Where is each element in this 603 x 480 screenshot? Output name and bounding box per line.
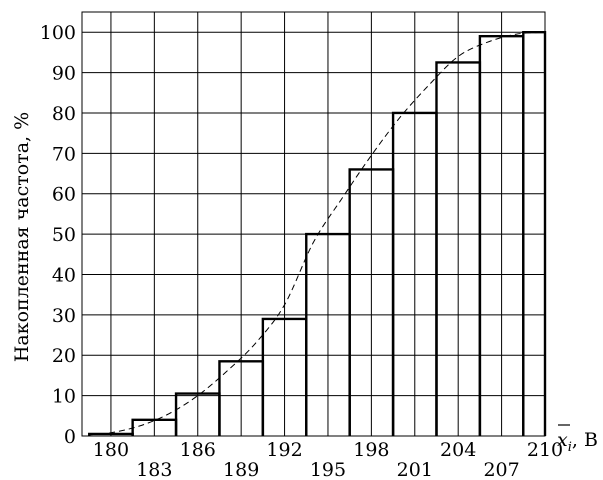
grid xyxy=(81,11,546,437)
x-tick-label: 186 xyxy=(180,439,216,461)
y-axis-title: Накопленная частота, % xyxy=(11,112,33,362)
x-tick-label: 207 xyxy=(483,459,519,480)
y-tick-label: 80 xyxy=(52,103,76,125)
x-axis-variable: x xyxy=(557,429,568,451)
y-tick-label: 70 xyxy=(52,143,76,165)
y-tick-label: 10 xyxy=(52,386,76,408)
x-tick-label: 183 xyxy=(136,459,172,480)
x-tick-label: 201 xyxy=(397,459,433,480)
y-tick-label: 0 xyxy=(64,426,76,448)
y-tick-label: 40 xyxy=(52,264,76,286)
plot-frame xyxy=(81,11,546,437)
y-tick-label: 60 xyxy=(52,184,76,206)
x-tick-label: 195 xyxy=(310,459,346,480)
y-tick-label: 100 xyxy=(40,22,76,44)
bars xyxy=(88,30,547,436)
x-tick-label: 180 xyxy=(93,439,129,461)
smoothed-curve xyxy=(89,31,546,436)
x-axis-unit: , В xyxy=(572,429,598,451)
y-tick-label: 50 xyxy=(52,224,76,246)
histogram-bar xyxy=(522,30,547,436)
x-tick-label: 204 xyxy=(440,439,476,461)
y-tick-label: 30 xyxy=(52,305,76,327)
x-tick-label: 189 xyxy=(223,459,259,480)
y-tick-label: 20 xyxy=(52,345,76,367)
x-tick-label: 192 xyxy=(266,439,302,461)
y-tick-label: 90 xyxy=(52,63,76,85)
x-tick-label: 198 xyxy=(353,439,389,461)
x-axis-title: xi, В xyxy=(557,429,598,455)
cumulative-curve xyxy=(89,31,546,436)
tick-labels: 0 10 20 30 40 50 60 70 80 90 100 180 186 192 198 204 210… xyxy=(40,22,563,480)
x-tick-label: 210 xyxy=(527,439,563,461)
x-axis-subscript: i xyxy=(568,440,572,455)
